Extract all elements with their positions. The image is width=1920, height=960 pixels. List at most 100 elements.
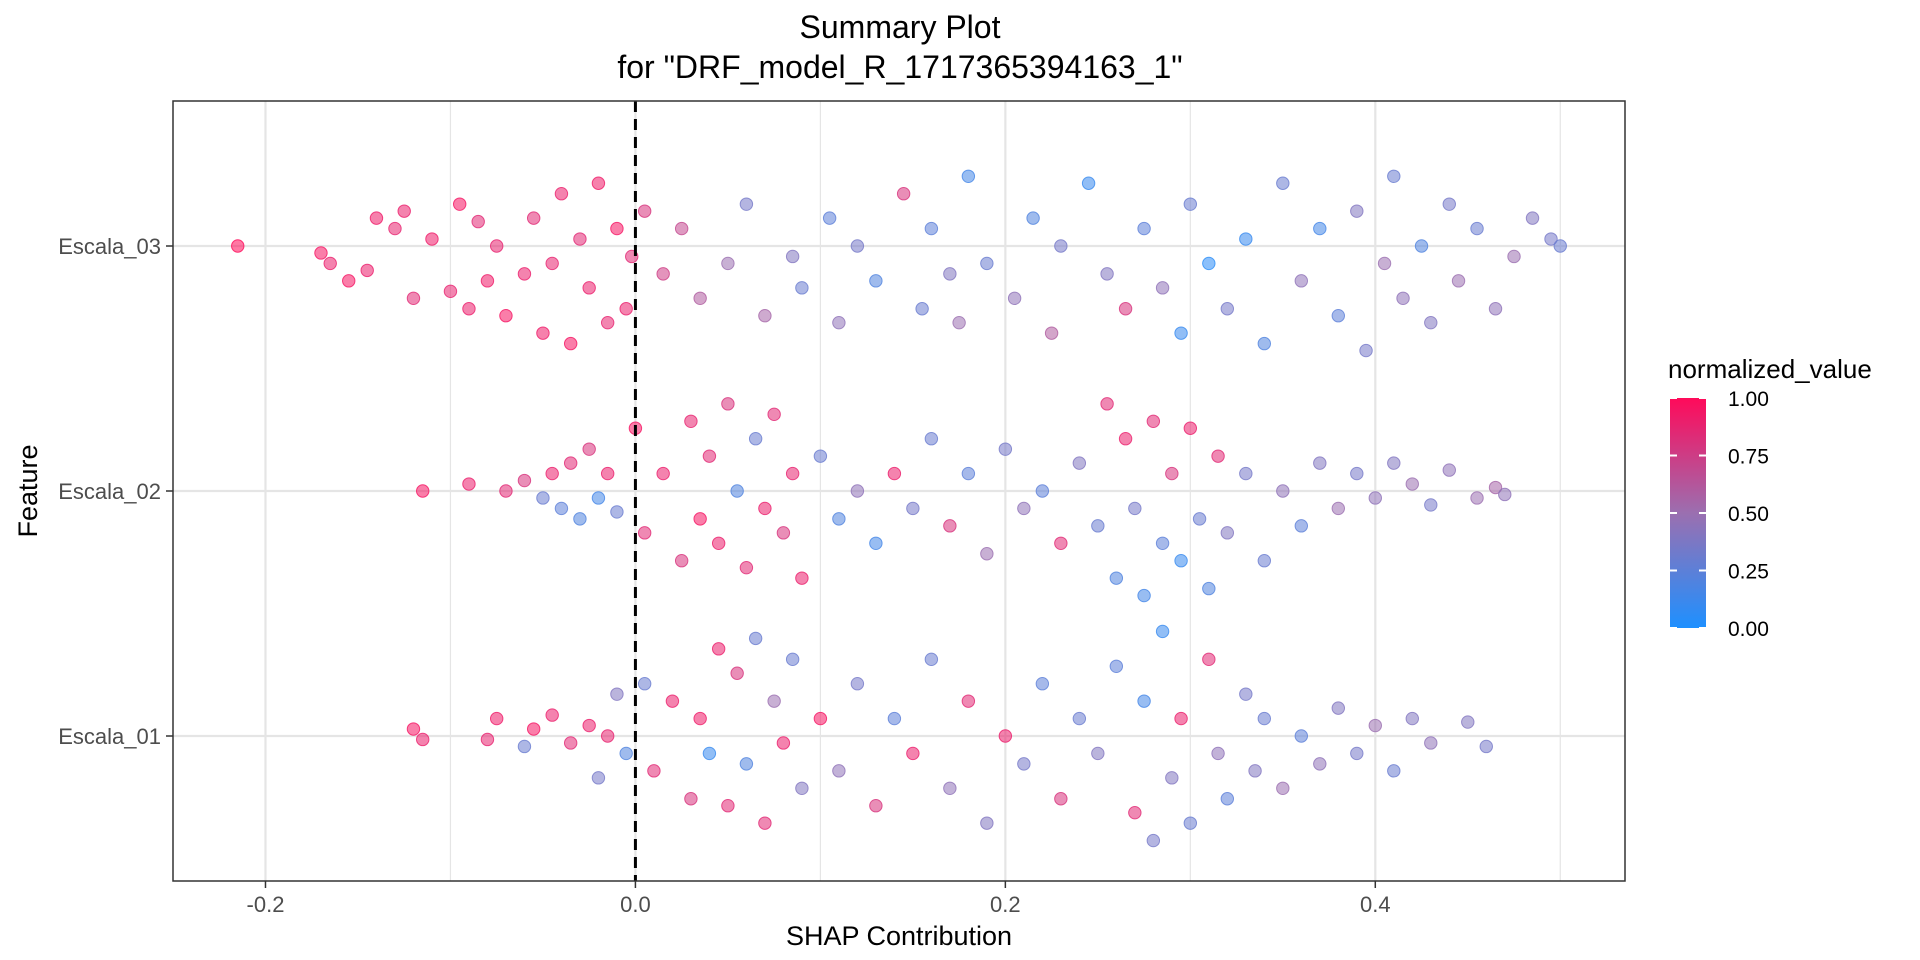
shap-point: [887, 466, 902, 481]
shap-point: [832, 315, 846, 330]
shap-point: [360, 263, 374, 278]
shap-point: [924, 221, 939, 236]
shap-point: [1313, 456, 1327, 470]
shap-point: [943, 781, 957, 795]
shap-point: [545, 256, 559, 271]
shap-point: [656, 466, 670, 481]
shap-point: [1220, 302, 1235, 316]
shap-point: [573, 512, 587, 526]
shap-point: [1331, 309, 1345, 323]
shap-point: [1387, 169, 1401, 183]
shap-point: [998, 442, 1013, 456]
shap-point: [462, 477, 476, 491]
shap-point: [1054, 239, 1068, 253]
shap-point: [961, 694, 976, 708]
shap-point: [1026, 211, 1040, 225]
x-axis-title: SHAP Contribution: [786, 921, 1012, 951]
shap-point: [563, 336, 578, 351]
shap-point: [1405, 477, 1419, 491]
shap-point: [813, 449, 828, 463]
shap-point: [1054, 536, 1068, 550]
shap-point: [795, 781, 809, 795]
shap-point: [563, 456, 578, 470]
shap-point: [526, 722, 541, 736]
shap-point: [896, 187, 911, 201]
legend-tick-label: 0.25: [1728, 561, 1769, 584]
shap-point: [1424, 498, 1438, 512]
shap-point: [406, 722, 421, 736]
shap-point: [489, 711, 504, 726]
shap-point: [1211, 449, 1225, 463]
shap-point: [785, 652, 800, 667]
shap-point: [1072, 711, 1087, 726]
shap-point: [610, 505, 624, 519]
shap-point: [832, 512, 846, 526]
legend-tick-label: 0.75: [1728, 446, 1769, 469]
shap-point: [1276, 176, 1290, 190]
shap-point: [1128, 805, 1142, 820]
shap-point: [795, 571, 809, 585]
shap-point: [1220, 526, 1235, 540]
shap-point: [924, 432, 939, 446]
shap-point: [582, 442, 596, 456]
shap-point: [869, 274, 883, 288]
shap-point: [850, 677, 865, 691]
shap-point: [573, 232, 587, 246]
shap-point: [600, 729, 615, 743]
shap-point: [1313, 757, 1327, 771]
shap-point: [1174, 326, 1188, 340]
shap-point: [850, 484, 865, 498]
shap-point: [730, 484, 744, 498]
shap-point: [1239, 466, 1253, 481]
shap-point: [767, 407, 781, 422]
shap-point: [961, 169, 976, 183]
shap-point: [1488, 302, 1503, 316]
shap-point: [739, 757, 754, 771]
shap-point: [785, 249, 800, 264]
shap-point: [758, 309, 772, 323]
shap-point: [832, 764, 846, 778]
shap-point: [1165, 771, 1179, 785]
shap-point: [637, 204, 652, 218]
shap-point: [952, 315, 966, 330]
shap-point: [1100, 397, 1114, 411]
shap-point: [869, 536, 883, 550]
shap-point: [1414, 239, 1429, 253]
shap-point: [1553, 239, 1567, 253]
legend-title: normalized_value: [1668, 354, 1872, 384]
shap-point: [591, 491, 606, 505]
y-tick-label: Escala_01: [58, 724, 161, 749]
shap-point: [1525, 211, 1540, 225]
shap-point: [536, 326, 550, 340]
shap-point: [1239, 232, 1253, 246]
shap-point: [1165, 466, 1179, 481]
shap-point: [924, 652, 939, 667]
shap-point: [416, 484, 430, 498]
shap-point: [822, 211, 837, 225]
shap-point: [1007, 291, 1022, 305]
x-axis-ticks: -0.2 0.0 0.2 0.4: [247, 881, 1391, 917]
shap-point: [499, 484, 513, 498]
shap-point: [1470, 221, 1484, 236]
shap-point: [1118, 302, 1133, 316]
shap-point: [388, 221, 402, 236]
shap-point: [915, 302, 929, 316]
shap-point: [1331, 501, 1345, 516]
shap-point: [1488, 480, 1503, 495]
shap-point: [517, 267, 532, 281]
shap-point: [600, 466, 615, 481]
shap-point: [1137, 694, 1151, 708]
shap-point: [1387, 456, 1401, 470]
shap-point: [711, 642, 726, 656]
shap-point: [980, 547, 994, 561]
shap-point: [526, 211, 541, 225]
y-axis-title: Feature: [13, 444, 43, 537]
shap-point: [1276, 484, 1290, 498]
shap-point: [1507, 249, 1521, 264]
shap-point: [1183, 197, 1198, 211]
shap-point: [582, 281, 596, 295]
shap-point: [1202, 256, 1216, 271]
shap-point: [1137, 221, 1151, 236]
